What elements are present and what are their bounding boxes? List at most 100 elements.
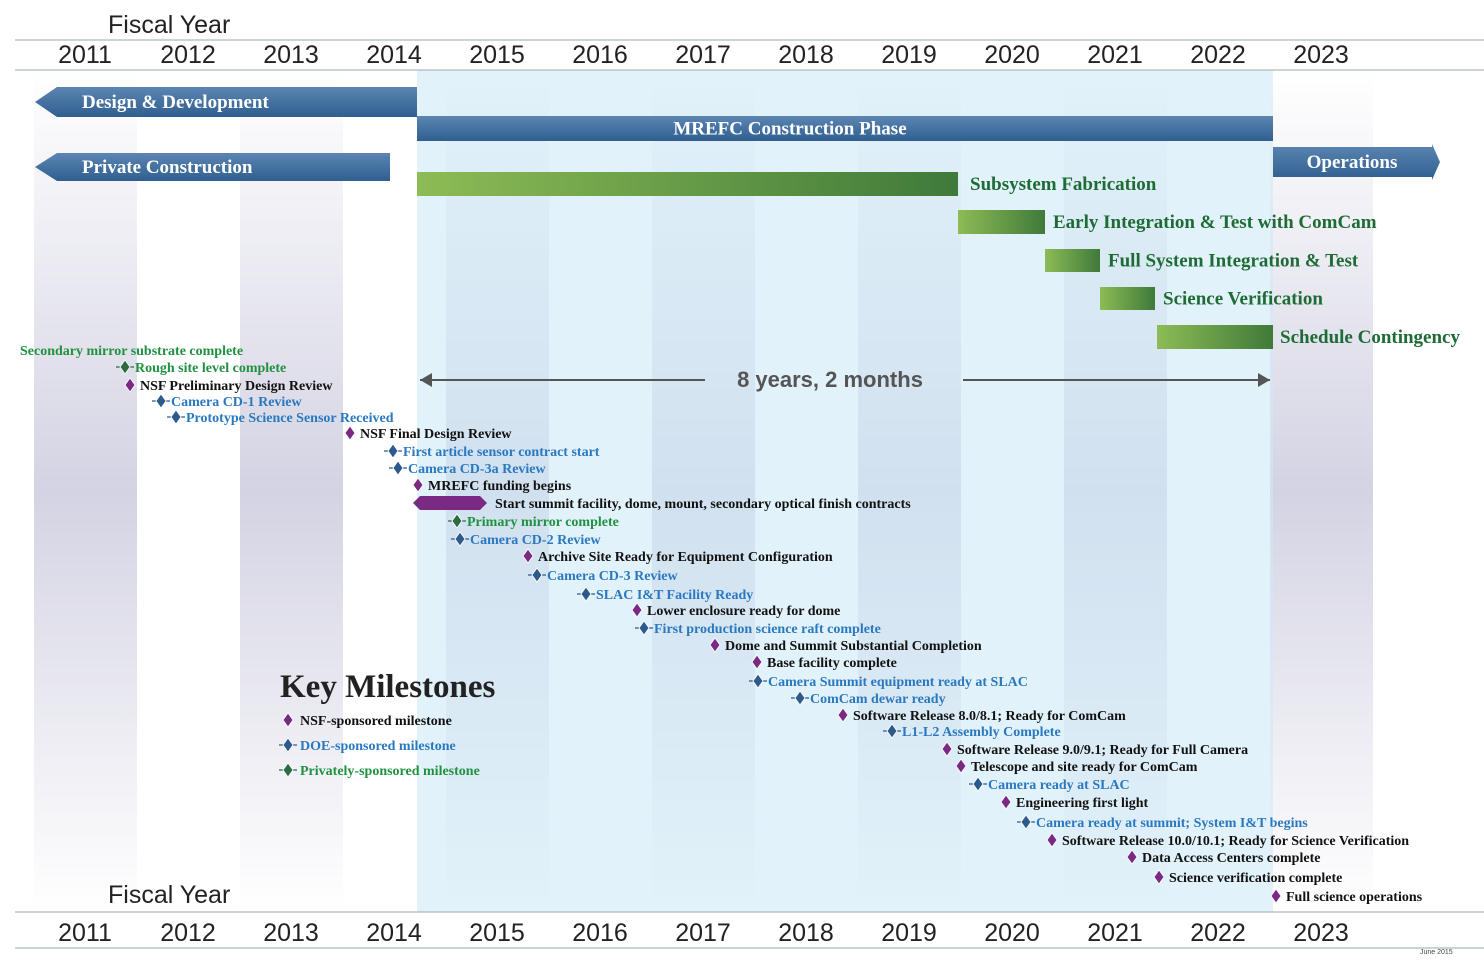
milestone-label: Lower enclosure ready for dome [647, 604, 840, 619]
phase-label: Early Integration & Test with ComCam [1053, 212, 1377, 233]
milestone-marker [1000, 794, 1012, 810]
phase-label: MREFC Construction Phase [673, 119, 906, 140]
milestone-marker [794, 690, 806, 706]
milestone-marker [531, 567, 543, 583]
note: June 2015 [1420, 949, 1453, 956]
year-label: 2021 [1087, 41, 1143, 69]
phase-bar [417, 172, 958, 196]
milestone-label: Camera Summit equipment ready at SLAC [768, 675, 1028, 690]
milestone-label: L1-L2 Assembly Complete [902, 725, 1061, 740]
milestone-marker [638, 620, 650, 636]
legend-label: NSF-sponsored milestone [300, 714, 452, 729]
phase-bar [958, 210, 1045, 234]
milestone-label: Primary mirror complete [467, 515, 619, 530]
phase-label: Private Construction [82, 157, 253, 178]
milestone-label: Software Release 8.0/8.1; Ready for ComC… [853, 709, 1126, 724]
milestone-marker [886, 723, 898, 739]
milestone-label: Dome and Summit Substantial Completion [725, 639, 982, 654]
milestone-label: Camera ready at summit; System I&T begin… [1036, 816, 1308, 831]
phase-bar [35, 153, 390, 181]
milestone-label: Camera CD-1 Review [171, 395, 303, 410]
milestone-marker [387, 443, 399, 459]
milestone-marker [972, 776, 984, 792]
year-label: 2017 [675, 919, 731, 947]
phase-bar [1045, 249, 1100, 272]
milestone-label: Start summit facility, dome, mount, seco… [495, 497, 911, 512]
year-column [34, 70, 137, 912]
milestone-marker [451, 513, 463, 529]
milestone-marker [412, 477, 424, 493]
milestone-label: MREFC funding begins [428, 479, 572, 494]
phase-bar [1157, 325, 1273, 349]
milestone-marker [119, 359, 131, 375]
year-column [240, 70, 343, 912]
year-label: 2018 [778, 919, 834, 947]
milestone-marker [837, 707, 849, 723]
milestone-marker [170, 409, 182, 425]
milestone-label: First article sensor contract start [403, 445, 600, 460]
legend-marker [282, 762, 294, 778]
milestone-marker [1020, 814, 1032, 830]
milestone-marker [709, 637, 721, 653]
year-label: 2022 [1190, 919, 1246, 947]
milestone-marker [751, 654, 763, 670]
year-label: 2014 [366, 919, 422, 947]
year-column [1270, 70, 1373, 912]
milestone-marker [155, 393, 167, 409]
milestone-marker [1126, 849, 1138, 865]
year-label: 2020 [984, 919, 1040, 947]
year-label: 2011 [58, 919, 112, 947]
milestone-label: Engineering first light [1016, 796, 1149, 811]
milestone-label: Software Release 9.0/9.1; Ready for Full… [957, 743, 1248, 758]
milestone-marker [1270, 888, 1282, 904]
year-label: 2015 [469, 41, 525, 69]
milestone-label: ComCam dewar ready [810, 692, 946, 707]
milestone-label: Full science operations [1286, 890, 1423, 905]
duration-label: 8 years, 2 months [737, 367, 923, 392]
phase-bar [1100, 287, 1155, 310]
phase-label: Full System Integration & Test [1108, 251, 1359, 272]
milestone-marker [344, 425, 356, 441]
milestone-label: Science verification complete [1169, 871, 1342, 886]
milestone-label: First production science raft complete [654, 622, 881, 637]
milestone-marker [752, 673, 764, 689]
phase-label: Design & Development [82, 92, 269, 113]
year-label: 2014 [366, 41, 422, 69]
milestone-marker [955, 758, 967, 774]
milestone-marker [1153, 869, 1165, 885]
fiscal-year-label: Fiscal Year [108, 11, 230, 39]
milestone-marker [1046, 832, 1058, 848]
milestone-label: Camera CD-2 Review [470, 533, 602, 548]
year-label: 2013 [263, 919, 319, 947]
year-label: 2013 [263, 41, 319, 69]
milestone-label: Telescope and site ready for ComCam [971, 760, 1198, 775]
milestone-marker [580, 586, 592, 602]
legend-marker [282, 737, 294, 753]
construction-region [417, 70, 1273, 912]
year-label: 2016 [572, 919, 628, 947]
milestone-marker [631, 602, 643, 618]
year-label: 2012 [160, 41, 216, 69]
year-label: 2018 [778, 41, 834, 69]
phase-bar [1273, 144, 1440, 180]
milestone-bar [413, 496, 487, 510]
year-label: 2020 [984, 41, 1040, 69]
milestone-label: Base facility complete [767, 656, 897, 671]
milestone-label: Prototype Science Sensor Received [186, 411, 394, 426]
milestone-label: NSF Preliminary Design Review [140, 379, 333, 394]
year-label: 2021 [1087, 919, 1143, 947]
year-label: 2022 [1190, 41, 1246, 69]
phase-bar [35, 87, 417, 117]
legend-label: Privately-sponsored milestone [300, 764, 480, 779]
year-label: 2019 [881, 41, 937, 69]
year-label: 2012 [160, 919, 216, 947]
year-label: 2011 [58, 41, 112, 69]
phase-bar [417, 116, 1273, 141]
milestone-label: Camera CD-3a Review [408, 462, 547, 477]
milestone-label: Software Release 10.0/10.1; Ready for Sc… [1062, 834, 1409, 849]
milestone-label: Camera CD-3 Review [547, 569, 679, 584]
milestone-marker [522, 548, 534, 564]
phase-label: Subsystem Fabrication [970, 174, 1157, 195]
milestone-label: Archive Site Ready for Equipment Configu… [538, 550, 833, 565]
